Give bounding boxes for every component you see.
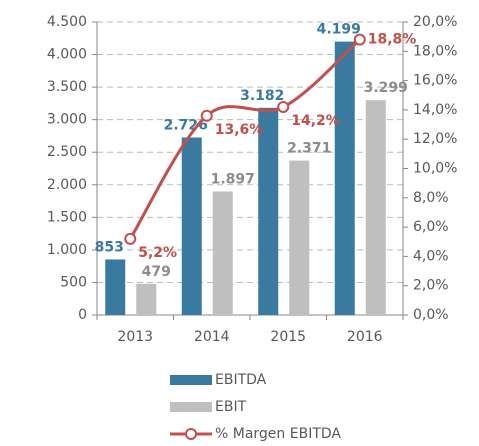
y2-tick-label: 12,0% <box>413 131 457 147</box>
y-tick-label: 500 <box>60 274 87 290</box>
bar <box>289 160 310 315</box>
y2-tick-label: 10,0% <box>413 161 457 177</box>
data-label: 3.299 <box>364 80 408 96</box>
y-tick-label: 2.500 <box>47 144 87 160</box>
line-marker <box>200 109 213 122</box>
y-tick-label: 3.000 <box>47 112 87 128</box>
data-label: 13,6% <box>215 122 264 138</box>
y2-tick-label: 2,0% <box>413 278 449 294</box>
bar <box>212 191 233 315</box>
data-label: 4.199 <box>317 22 361 38</box>
data-label: 5,2% <box>138 245 177 261</box>
y-tick-label: 1.000 <box>47 242 87 258</box>
y2-tick-label: 0,0% <box>413 307 449 323</box>
y-tick-label: 3.500 <box>47 79 87 95</box>
x-tick-label: 2015 <box>270 329 306 345</box>
y2-tick-label: 6,0% <box>413 219 449 235</box>
bar <box>365 100 386 315</box>
x-tick-label: 2014 <box>194 329 230 345</box>
data-label: 2.726 <box>164 118 208 134</box>
y2-tick-label: 16,0% <box>413 73 457 89</box>
line-marker <box>277 100 290 113</box>
legend-label: EBIT <box>215 399 247 415</box>
y-tick-label: 4.500 <box>47 14 87 30</box>
bar <box>136 283 157 315</box>
data-label: 18,8% <box>368 32 417 48</box>
legend-swatch <box>170 375 212 385</box>
data-label: 1.897 <box>211 171 255 187</box>
legend-label: EBITDA <box>215 372 267 388</box>
data-label: 479 <box>142 264 171 280</box>
line-marker <box>353 33 366 46</box>
bar <box>334 41 355 315</box>
y-tick-label: 2.000 <box>47 177 87 193</box>
data-label: 2.371 <box>287 141 331 157</box>
bar <box>258 107 279 316</box>
data-label: 853 <box>95 239 124 255</box>
legend-swatch <box>185 428 197 440</box>
y2-tick-label: 20,0% <box>413 14 457 30</box>
y-tick-label: 4.000 <box>47 47 87 63</box>
line-marker <box>124 232 137 245</box>
y-tick-label: 0 <box>78 307 87 323</box>
legend-swatch <box>170 402 212 412</box>
y2-tick-label: 18,0% <box>413 43 457 59</box>
x-tick-label: 2013 <box>117 329 153 345</box>
data-label: 3.182 <box>240 88 284 104</box>
x-tick-label: 2016 <box>347 329 383 345</box>
data-label: 14,2% <box>291 113 340 129</box>
y2-tick-label: 8,0% <box>413 190 449 206</box>
bar <box>181 137 202 315</box>
line <box>128 38 361 240</box>
y-tick-label: 1.500 <box>47 209 87 225</box>
bar <box>105 259 126 315</box>
y2-tick-label: 4,0% <box>413 248 449 264</box>
y2-tick-label: 14,0% <box>413 102 457 118</box>
legend-label: % Margen EBITDA <box>215 426 341 442</box>
